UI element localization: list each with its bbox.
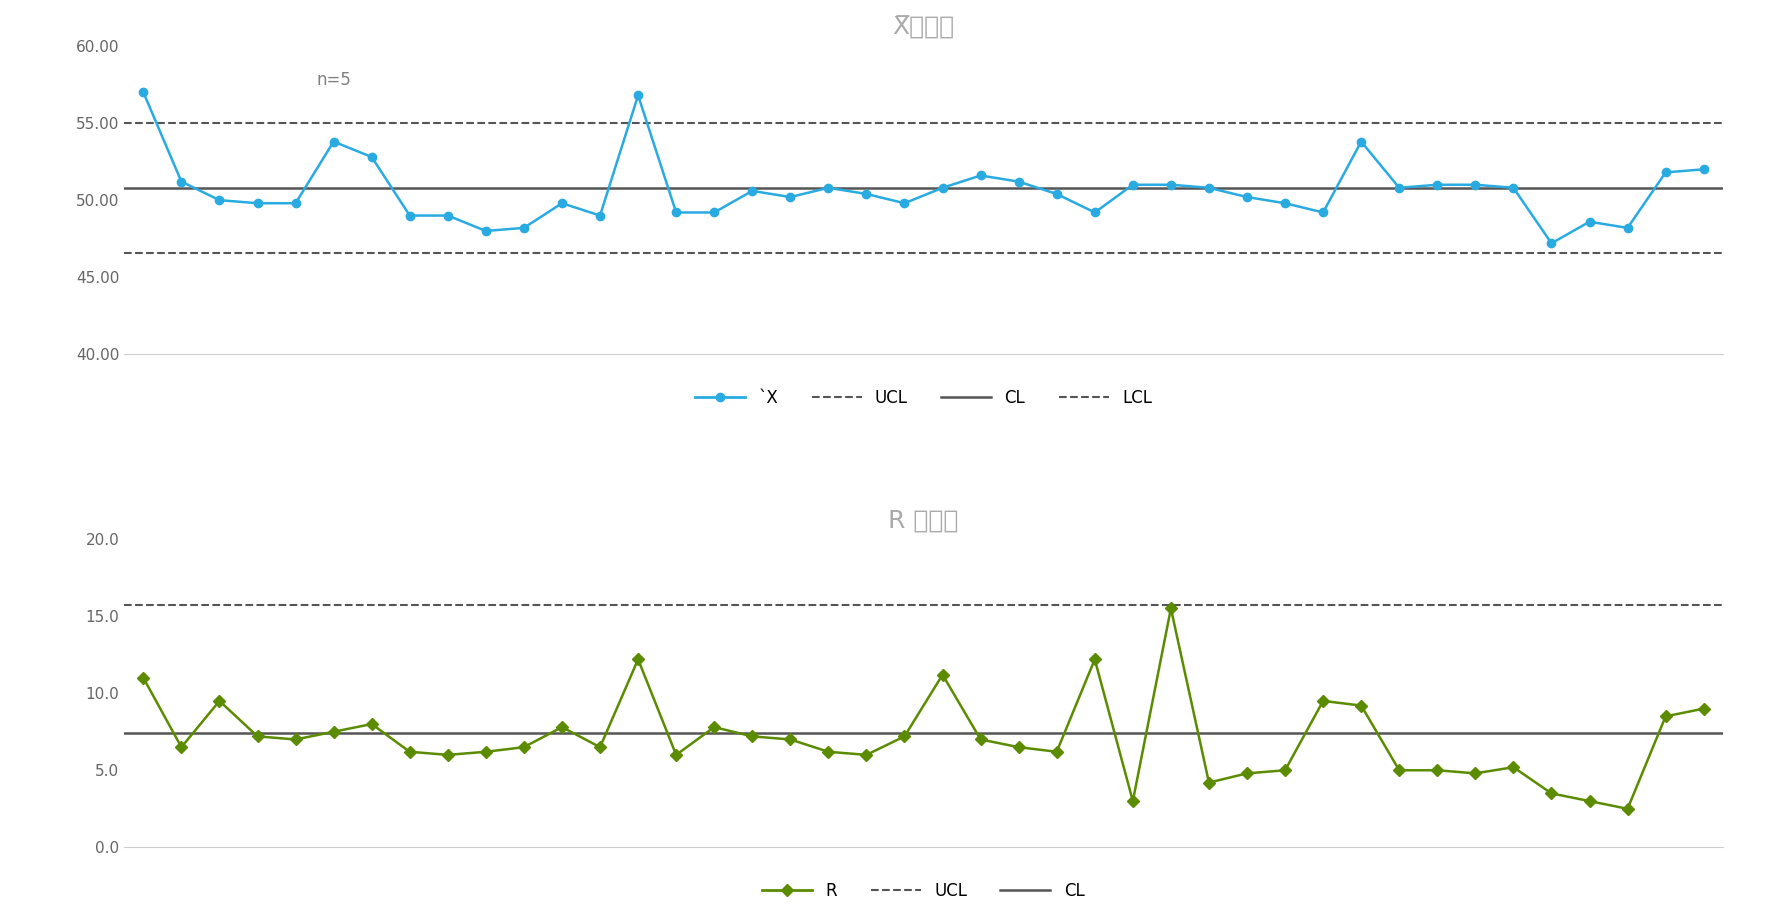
Legend: ˋX, UCL, CL, LCL: ˋX, UCL, CL, LCL [689, 382, 1158, 414]
Title: X̅管理図: X̅管理図 [893, 16, 954, 40]
Legend: R, UCL, CL: R, UCL, CL [757, 876, 1090, 907]
Text: n=5: n=5 [316, 71, 352, 88]
Title: R 管理図: R 管理図 [888, 509, 959, 533]
